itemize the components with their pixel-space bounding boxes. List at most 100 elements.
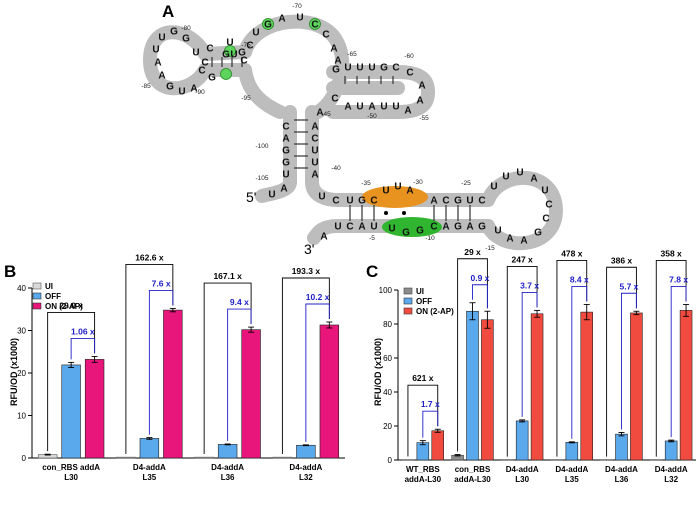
fold-switch-label: 9.4 x: [230, 297, 249, 307]
category-label: addA-L30: [405, 475, 442, 484]
fold-bracket-switch: [422, 410, 439, 438]
green-highlight-region: [382, 217, 442, 237]
bar-on-2-ap: [481, 319, 494, 461]
nucleotide: C: [198, 66, 205, 77]
nucleotide: G: [332, 65, 340, 76]
nucleotide: C: [240, 56, 247, 67]
fold-bracket-total: [281, 277, 330, 454]
fold-bracket-switch: [148, 289, 174, 435]
legend-swatch-on: [403, 307, 413, 315]
fold-total-label: 386 x: [611, 255, 633, 265]
position-label: -50: [367, 113, 377, 120]
nucleotide: A: [190, 84, 197, 95]
nucleotide: G: [478, 222, 486, 233]
nucleotide: C: [322, 30, 329, 41]
bar-off: [61, 364, 81, 459]
category-label: L32: [664, 475, 678, 484]
nucleotide: U: [356, 63, 363, 74]
bar-on-2-ap: [630, 312, 643, 461]
nucleotide: G: [282, 158, 290, 169]
category-label: con_RBS addA: [42, 463, 100, 472]
legend-swatch-ui: [32, 282, 42, 290]
bar-on-2-ap: [241, 329, 261, 459]
nucleotide: A: [311, 170, 318, 181]
fold-switch-label: 10.2 x: [306, 292, 330, 302]
position-label: -75: [241, 42, 251, 49]
fold-switch-label: 0.9 x: [470, 273, 489, 283]
nucleotide: U: [516, 168, 523, 179]
y-tick-label: 10: [17, 412, 26, 421]
legend-label-off: OFF: [45, 292, 61, 301]
position-label: -90: [195, 89, 205, 96]
nucleotide: A: [280, 184, 287, 195]
three-prime-label: 3': [304, 241, 314, 257]
nucleotide: A: [418, 81, 425, 92]
nucleotide: G: [454, 222, 462, 233]
bar-ui: [116, 456, 136, 459]
nucleotide: U: [380, 102, 387, 113]
bar-ui: [501, 459, 514, 461]
nucleotide: C: [442, 196, 449, 207]
category-label: WT_RBS: [406, 465, 440, 474]
position-label: -80: [181, 25, 191, 32]
bar-off: [565, 442, 579, 461]
nucleotide: U: [334, 222, 341, 233]
nucleotide: C: [246, 41, 253, 52]
nucleotide: G: [454, 196, 462, 207]
nucleotide: C: [346, 222, 353, 233]
fold-total-label: 162.6 x: [135, 252, 164, 262]
y-tick-label: 0: [22, 454, 27, 463]
category-label: L36: [221, 473, 235, 482]
nucleotide: G: [166, 82, 174, 93]
nucleotide: A: [311, 122, 318, 133]
panel-c-chart: C RFU/OD (x1000) 0 20 40 60 80 100 621 x 1.7 x W…: [366, 247, 696, 484]
bar-on-2-ap: [679, 310, 693, 461]
nucleotide: C: [370, 196, 377, 207]
nucleotide: C: [545, 200, 552, 211]
fold-bracket-total: [556, 260, 588, 457]
nucleotide: A: [320, 232, 327, 243]
nucleotide: A: [416, 96, 423, 107]
fold-bracket-switch: [571, 286, 588, 439]
nucleotide: U: [388, 224, 395, 235]
nucleotide: G: [238, 48, 246, 59]
category-label: D4-addA: [605, 465, 638, 474]
category-label: D4-addA: [133, 463, 166, 472]
nucleotide: C: [332, 196, 339, 207]
fold-bracket-total: [457, 258, 488, 452]
position-labels: -80 -75 -70 -65 -60 -85 -90 -95 -50 -55 -45 -100 -40…: [141, 3, 495, 252]
nucleotide: U: [230, 50, 237, 61]
nucleotide: U: [541, 186, 548, 197]
nucleotide: U: [311, 158, 318, 169]
wobble-dot: [384, 211, 388, 215]
nucleotide: G: [358, 196, 366, 207]
position-label: -85: [141, 83, 151, 90]
bar-ui: [194, 456, 214, 459]
nucleotide: U: [152, 45, 159, 56]
nucleotide: C: [406, 68, 413, 79]
nucleotide: G: [534, 228, 542, 239]
fold-total-label: 247 x: [512, 254, 534, 264]
nucleotide: A: [530, 174, 537, 185]
nucleotide: A: [158, 71, 165, 82]
bar-on-2-ap: [319, 324, 340, 459]
panel-b-letter: B: [4, 262, 16, 281]
legend-swatch-ui: [403, 287, 413, 295]
legend-label-off: OFF: [416, 297, 432, 306]
nucleotide: G: [402, 228, 410, 239]
fold-bracket-switch: [472, 284, 488, 309]
nucleotide: A: [506, 234, 513, 245]
nucleotide: A: [466, 222, 473, 233]
fold-bracket-switch: [227, 308, 252, 441]
fold-switch-label: 3.7 x: [520, 280, 539, 290]
fold-bracket-total: [47, 311, 96, 452]
position-label: -105: [255, 175, 268, 182]
y-tick-label: 30: [17, 327, 26, 336]
panel-c-y-axis-label: RFU/OD (x1000): [373, 338, 383, 406]
bar-off: [466, 310, 479, 461]
fold-bracket-switch: [70, 337, 96, 360]
fold-total-label: 478 x: [561, 248, 583, 258]
nucleotide: U: [394, 182, 401, 193]
nucleotide: U: [382, 186, 389, 197]
nucleotide: A: [334, 56, 341, 67]
